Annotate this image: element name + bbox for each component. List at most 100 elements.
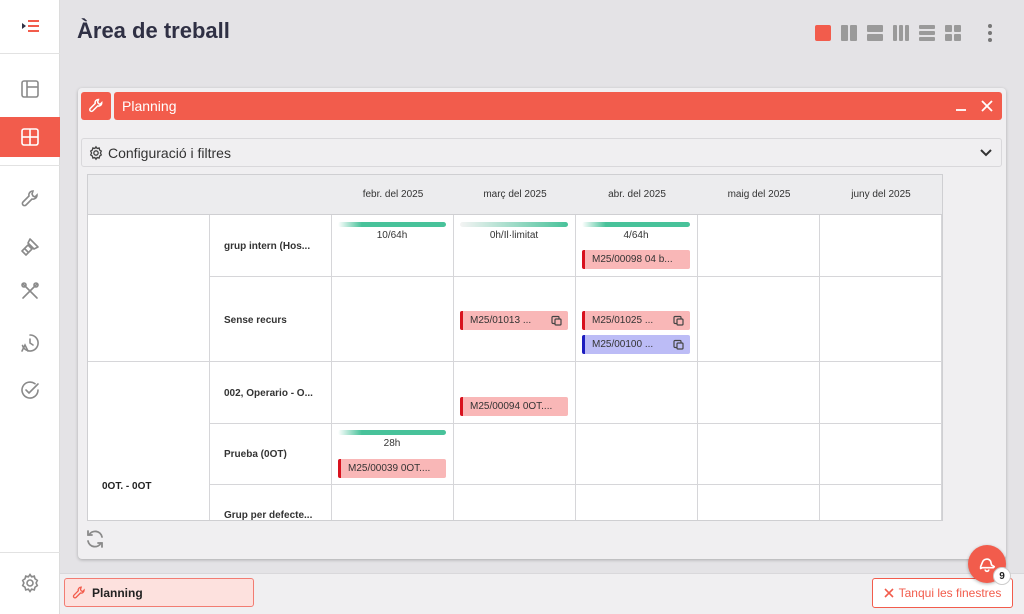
task-label: M25/00100 ... xyxy=(592,339,654,350)
close-icon xyxy=(884,588,894,598)
chevron-down-icon xyxy=(980,149,992,157)
wrench-icon xyxy=(21,190,38,207)
minimize-button[interactable] xyxy=(952,96,970,116)
sidebar-item-tools[interactable] xyxy=(0,271,60,311)
sidebar-divider xyxy=(0,53,60,54)
planning-window: Planning Configuració i filtres febr. de… xyxy=(78,88,1006,559)
capacity-indicator: 10/64h xyxy=(338,222,446,241)
task-card[interactable]: M25/01025 ... xyxy=(582,311,690,330)
layout-two-columns-button[interactable] xyxy=(840,24,858,42)
month-header: abr. del 2025 xyxy=(608,189,666,200)
task-label: M25/00094 0OT.... xyxy=(470,401,553,412)
sidebar-item-settings[interactable] xyxy=(0,563,60,603)
menu-icon xyxy=(22,20,39,32)
month-header: febr. del 2025 xyxy=(362,189,424,200)
task-card[interactable]: M25/01013 ... xyxy=(460,311,568,330)
layout-three-columns-icon xyxy=(893,25,909,41)
config-filters-toggle[interactable]: Configuració i filtres xyxy=(81,138,1002,167)
task-label: M25/00039 0OT.... xyxy=(348,463,431,474)
kebab-icon xyxy=(988,24,992,42)
sidebar-divider xyxy=(0,552,60,553)
sidebar-item-brush[interactable] xyxy=(0,227,60,267)
grid-line xyxy=(697,215,698,520)
sidebar-item-panel[interactable] xyxy=(0,69,60,109)
close-window-button[interactable] xyxy=(978,96,996,116)
refresh-icon[interactable] xyxy=(84,528,106,550)
sidebar-item-history[interactable] xyxy=(0,323,60,363)
row-label: Grup per defecte... xyxy=(224,510,313,521)
taskbar-window-tab[interactable]: Planning xyxy=(64,578,254,607)
window-app-button[interactable] xyxy=(81,92,111,120)
task-label: M25/01013 ... xyxy=(470,315,532,326)
capacity-bar xyxy=(338,222,446,227)
close-all-windows-button[interactable]: Tanqui les finestres xyxy=(872,578,1013,608)
capacity-text: 0h/Il·limitat xyxy=(489,230,539,241)
page-title: Àrea de treball xyxy=(77,18,230,43)
task-label: M25/01025 ... xyxy=(592,315,654,326)
menu-toggle-button[interactable] xyxy=(0,6,60,46)
capacity-indicator: 0h/Il·limitat xyxy=(460,222,568,241)
window-title: Planning xyxy=(122,98,177,114)
capacity-text: 10/64h xyxy=(376,230,408,241)
grid-line xyxy=(209,423,942,424)
grid-line xyxy=(941,215,942,520)
wrench-icon xyxy=(89,98,103,113)
sidebar-item-tasks[interactable] xyxy=(0,370,60,410)
task-card[interactable]: M25/00039 0OT.... xyxy=(338,459,446,478)
capacity-text: 4/64h xyxy=(623,230,649,241)
capacity-indicator: 4/64h xyxy=(582,222,690,241)
row-label: Sense recurs xyxy=(224,315,287,326)
layout-single-button[interactable] xyxy=(814,24,832,42)
panel-icon xyxy=(21,80,39,98)
more-options-button[interactable] xyxy=(981,22,999,44)
layout-switcher xyxy=(814,24,962,42)
capacity-bar xyxy=(338,430,446,435)
wrench-icon xyxy=(72,586,85,599)
calendar-copy-icon xyxy=(673,339,684,350)
task-card[interactable]: M25/00100 ... xyxy=(582,335,690,354)
bell-icon xyxy=(979,558,996,573)
notification-count-badge: 9 xyxy=(993,567,1011,585)
config-filters-label: Configuració i filtres xyxy=(108,145,231,161)
planning-grid: febr. del 2025 març del 2025 abr. del 20… xyxy=(87,174,943,521)
check-circle-icon xyxy=(21,381,39,399)
month-header: maig del 2025 xyxy=(727,189,791,200)
minimize-icon xyxy=(956,109,966,111)
grid-line xyxy=(331,215,332,520)
month-header: juny del 2025 xyxy=(851,189,911,200)
layout-three-columns-button[interactable] xyxy=(892,24,910,42)
grid-line xyxy=(209,215,210,520)
layout-three-rows-icon xyxy=(919,25,935,41)
task-card[interactable]: M25/00098 04 b... xyxy=(582,250,690,269)
gear-icon xyxy=(89,145,103,161)
layout-two-rows-button[interactable] xyxy=(866,24,884,42)
capacity-text: 28h xyxy=(383,438,401,449)
close-all-label: Tanqui les finestres xyxy=(898,586,1002,600)
history-icon xyxy=(21,334,39,352)
grid-line xyxy=(88,361,942,362)
layout-quad-icon xyxy=(945,25,961,41)
sidebar-item-workspace[interactable] xyxy=(0,117,60,157)
close-icon xyxy=(981,100,993,112)
month-header: març del 2025 xyxy=(483,189,547,200)
brush-icon xyxy=(21,238,39,256)
capacity-bar xyxy=(582,222,690,227)
group-label: 0OT. - 0OT xyxy=(102,481,152,492)
grid-line xyxy=(575,215,576,520)
tools-icon xyxy=(21,282,39,299)
grid-line xyxy=(819,215,820,520)
layout-two-columns-icon xyxy=(841,25,857,41)
taskbar-window-label: Planning xyxy=(92,586,143,600)
layout-two-rows-icon xyxy=(867,25,883,41)
window-titlebar[interactable]: Planning xyxy=(114,92,1002,120)
sidebar-item-maintenance[interactable] xyxy=(0,179,60,219)
grid-header: febr. del 2025 març del 2025 abr. del 20… xyxy=(88,175,942,215)
layout-quad-button[interactable] xyxy=(944,24,962,42)
layout-three-rows-button[interactable] xyxy=(918,24,936,42)
settings-icon xyxy=(21,573,39,593)
capacity-bar xyxy=(460,222,568,227)
task-card[interactable]: M25/00094 0OT.... xyxy=(460,397,568,416)
grid-line xyxy=(453,215,454,520)
sidebar xyxy=(0,0,60,614)
row-label: Prueba (0OT) xyxy=(224,449,287,460)
